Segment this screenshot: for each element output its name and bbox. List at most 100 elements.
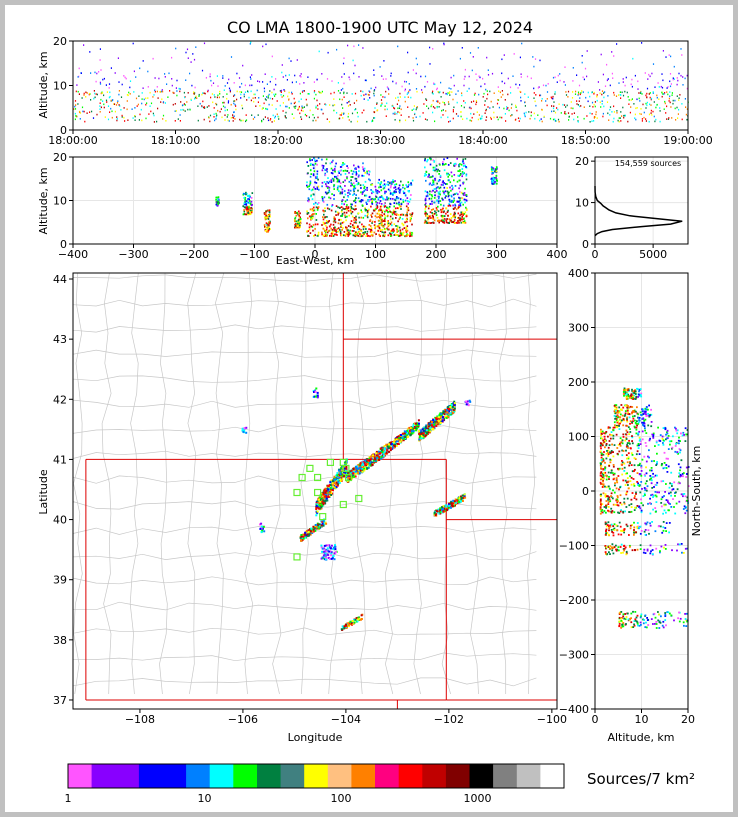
ew-height-source [410,194,412,196]
time-height-source [141,119,143,122]
ew-height-source [405,218,408,221]
time-height-source [384,96,386,99]
ew-height-source [337,174,339,177]
time-height-source [534,100,536,103]
time-height-source [409,89,411,91]
time-height-source [553,110,555,112]
plan-view-source [450,403,453,406]
time-height-source [262,45,264,48]
ew-height-source [296,223,299,225]
ew-height-source [440,183,443,186]
time-height-source [318,50,320,53]
ew-height-source [448,218,451,221]
time-height-source [288,74,290,76]
plan-view-source [439,507,442,510]
ew-height-source [267,214,269,217]
time-height-source [217,109,219,112]
ew-height-source [341,209,343,212]
ew-height-source [295,212,297,214]
time-height-source [164,76,166,78]
ew-height-source [294,211,296,214]
time-height-source [83,92,85,95]
time-height-source [408,116,410,118]
ew-height-source [268,220,270,223]
ew-height-source [375,225,377,228]
time-height-source [507,107,509,109]
plan-view-source [405,430,407,433]
ew-height-source [377,210,380,213]
ew-height-source [245,193,247,196]
ew-height-source [338,190,340,192]
time-height-source [567,90,570,93]
plan-view-source [334,478,337,481]
plan-view-source [414,427,417,430]
plan-view-source [380,455,383,458]
time-height-source [89,51,91,53]
ew-height-source [490,166,493,169]
time-height-source [105,84,107,86]
ew-height-source [314,162,317,165]
plan-view-source [412,430,415,432]
time-height-source [399,111,401,114]
plan-view-source [336,478,339,481]
ew-height-source [245,206,248,209]
time-height-source [439,102,441,105]
time-height-source [145,117,147,120]
time-height-source [655,106,657,109]
plan-view-source [327,554,330,556]
ew-height-source [359,235,361,238]
plan-view-source [386,451,389,454]
time-height-source [184,96,186,99]
time-height-source [164,73,166,75]
plan-view-source [452,499,455,502]
time-height-source [327,51,329,54]
plan-view-source [447,507,450,509]
time-height-source [480,85,482,88]
time-height-source [579,105,581,108]
ew-height-source [453,215,456,218]
time-height-source [639,112,641,115]
plan-view-source [427,431,430,434]
time-height-source [81,97,83,99]
ew-height-source [387,225,390,228]
time-height-source [235,105,237,107]
county-line [413,272,423,695]
time-height-source [307,93,309,95]
time-height-source [603,92,605,94]
time-height-source [666,105,668,108]
plan-view-source [320,524,323,527]
time-height-source [478,114,480,116]
plan-view-source [300,535,303,538]
time-height-source [275,83,277,86]
time-height-source [368,94,370,96]
plan-view-source [356,618,359,621]
time-height-source [215,115,217,118]
time-height-source [461,94,463,97]
time-height-source [453,74,455,77]
ew-height-source [424,173,426,175]
time-height-source [521,42,523,45]
time-height-source [414,112,416,115]
time-height-source [535,94,537,96]
ew-height-source [430,217,432,219]
time-height-source [640,113,642,115]
time-height-source [635,118,637,121]
time-height-source [190,98,192,101]
plan-view-source [323,488,326,491]
time-height-source [443,102,445,104]
time-height-source [300,98,302,100]
ew-height-source [340,218,342,221]
time-height-source [185,79,187,81]
time-height-source [300,109,303,112]
ew-height-source [451,221,453,223]
time-height-source [453,106,455,109]
time-height-source [416,106,418,108]
ew-height-source [461,161,464,164]
time-height-source [73,108,75,110]
ew-height-source [381,209,384,212]
ew-height-source [398,214,400,216]
ew-height-source [316,209,319,211]
ew-height-source [371,199,373,202]
time-height-xtick-label: 18:00:00 [48,134,97,147]
ew-height-source [322,201,325,203]
